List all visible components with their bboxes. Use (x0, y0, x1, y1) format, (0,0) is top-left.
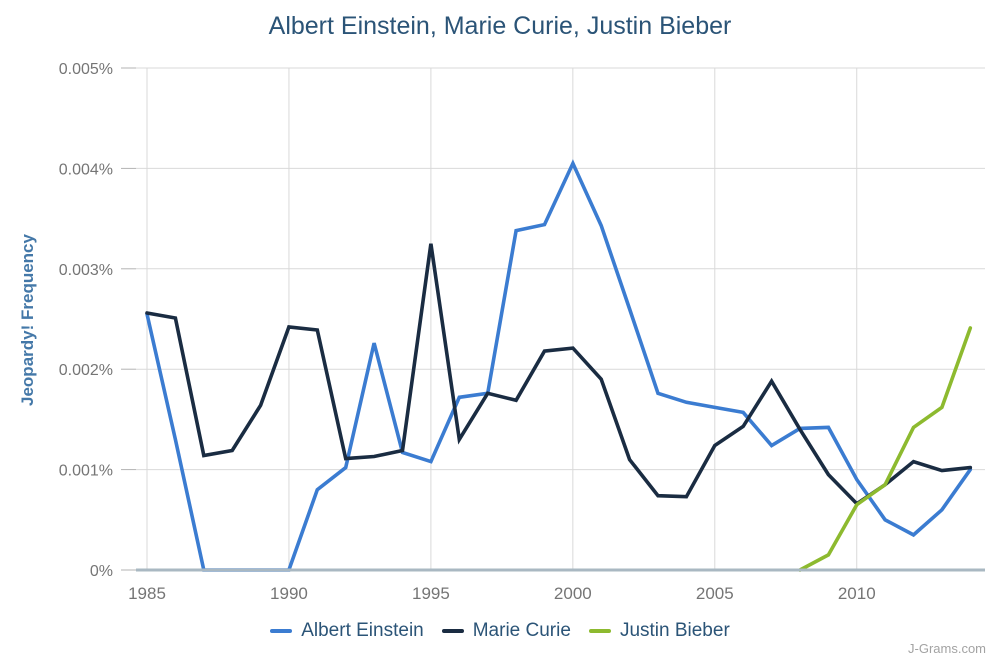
y-tick-label: 0.004% (59, 161, 113, 178)
y-tick-label: 0.002% (59, 362, 113, 379)
series-line-justin-bieber (798, 326, 973, 572)
legend-swatch-albert-einstein (270, 629, 293, 633)
legend-label-justin-bieber: Justin Bieber (619, 620, 730, 641)
y-tick-label: 0.005% (59, 61, 113, 78)
legend-swatch-justin-bieber (588, 629, 611, 633)
legend-item-marie-curie[interactable]: Marie Curie (441, 620, 571, 642)
watermark: J-Grams.com (908, 641, 986, 656)
y-tick-label: 0.001% (59, 463, 113, 480)
x-tick-label: 1990 (270, 584, 308, 603)
chart-legend: Albert Einstein Marie Curie Justin Bieber (0, 620, 1000, 642)
x-tick-label: 1985 (128, 584, 166, 603)
y-tick-label: 0% (90, 563, 113, 580)
x-tick-label: 2000 (554, 584, 592, 603)
series-line-albert-einstein (145, 159, 973, 572)
x-tick-label: 2010 (838, 584, 876, 603)
legend-label-marie-curie: Marie Curie (472, 620, 571, 641)
x-tick-label: 2005 (696, 584, 734, 603)
chart-canvas: 0% 0.001% 0.002% 0.003% 0.004% 0.005% 1985 1990… (59, 61, 985, 603)
legend-item-albert-einstein[interactable]: Albert Einstein (270, 620, 424, 642)
chart-title: Albert Einstein, Marie Curie, Justin Bie… (268, 12, 732, 40)
legend-item-justin-bieber[interactable]: Justin Bieber (588, 620, 730, 642)
legend-swatch-marie-curie (441, 629, 464, 633)
series-line-marie-curie (145, 243, 973, 507)
y-tick-label: 0.003% (59, 262, 113, 279)
x-tick-label: 1995 (412, 584, 450, 603)
legend-label-albert-einstein: Albert Einstein (301, 620, 424, 641)
